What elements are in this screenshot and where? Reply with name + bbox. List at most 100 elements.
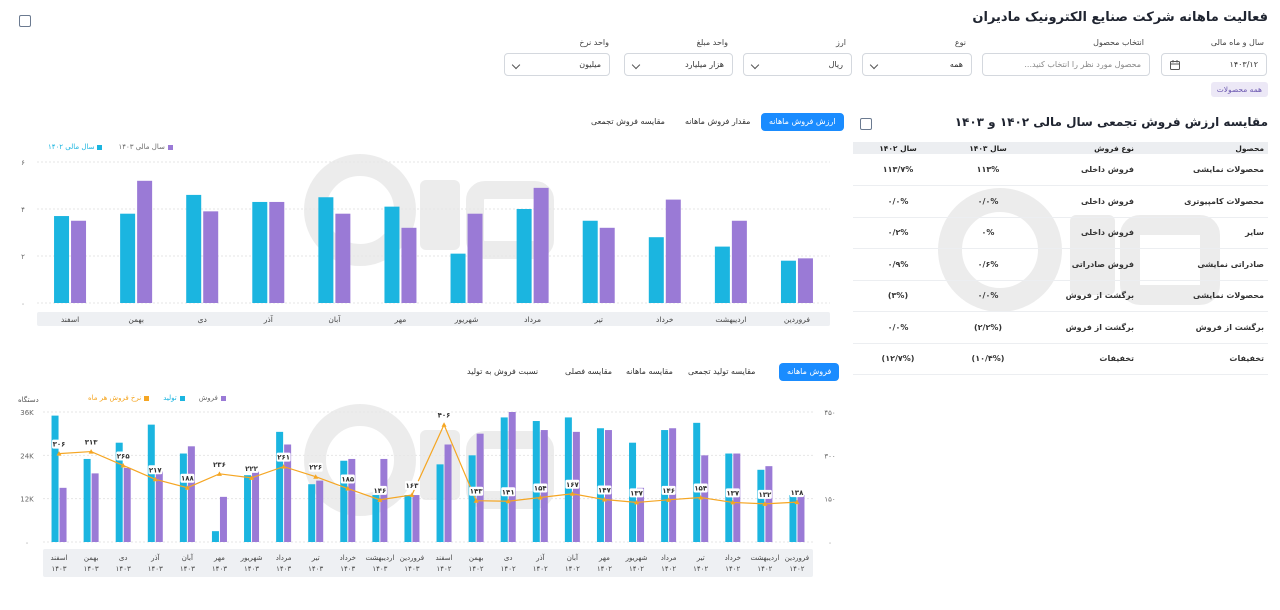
tab-cumulative-sales[interactable]: مقایسه فروش تجمعی	[591, 117, 665, 126]
x-tick-label-year: ۱۴۰۲	[629, 565, 644, 573]
x-tick-label-month: شهریور	[240, 554, 263, 562]
tab-monthly-sales-value[interactable]: ارزش فروش ماهانه	[761, 113, 844, 131]
type-select[interactable]: همه	[862, 53, 972, 76]
rate-point	[698, 495, 704, 500]
rate-label: ۱۸۵	[341, 476, 355, 484]
x-tick-label-year: ۱۴۰۲	[725, 565, 740, 573]
rate-label: ۲۳۶	[213, 461, 226, 469]
all-products-chip[interactable]: همه محصولات	[1210, 82, 1268, 97]
rate-label: ۱۳۲	[758, 491, 772, 499]
bar-1403	[137, 180, 153, 303]
x-tick-label-month: دی	[119, 554, 128, 562]
col-1403[interactable]: سال ۱۴۰۳	[943, 142, 1033, 154]
cell-product: سایر	[1138, 217, 1268, 249]
x-tick-label-month: خرداد	[340, 554, 356, 562]
col-product[interactable]: محصول	[1138, 142, 1268, 154]
monthly-sales-production-chart: ۰ 12K 24K 36K ۰ ۱۵۰ ۳۰۰ ۴۵۰ فروردین ۱۴۰۲ اردیبهشت ۱…	[20, 409, 836, 577]
bar-1402	[54, 216, 70, 303]
x-tick-label-month: شهریور	[625, 554, 648, 562]
legend-swatch-rate	[144, 395, 150, 401]
cell-1402: ۰/۲%	[853, 217, 943, 249]
bar-production	[757, 469, 765, 542]
bar-production	[308, 484, 316, 542]
x-tick-label-month: بهمن	[84, 554, 99, 562]
currency-select[interactable]: ریال	[743, 53, 852, 76]
export-icon[interactable]	[860, 118, 872, 130]
rate-label-bg	[84, 437, 99, 447]
bar-sales	[348, 458, 356, 542]
rate-label: ۳۱۳	[85, 439, 99, 447]
tab-monthly-comparison[interactable]: مقایسه ماهانه	[626, 367, 673, 376]
x-tick-label: شهریور	[454, 315, 478, 324]
tab-monthly-sales-quantity[interactable]: مقدار فروش ماهانه	[685, 117, 751, 126]
cell-1402: ۰/۹%	[853, 248, 943, 281]
chevron-down-icon	[750, 60, 760, 69]
legend-sales: فروش	[198, 394, 218, 402]
x-tick-label-month: مرداد	[276, 554, 292, 562]
cell-1402: (۱۲/۷%)	[853, 343, 943, 375]
tab-cumulative-production[interactable]: مقایسه تولید تجمعی	[688, 367, 756, 376]
tab-sales-to-production[interactable]: نسبت فروش به تولید	[467, 367, 539, 376]
x-tick-label-month: فروردین	[785, 554, 809, 562]
rate-point	[409, 492, 415, 497]
legend-swatch-production	[179, 395, 185, 401]
bar-sales	[316, 480, 324, 542]
rate-label: ۱۳۷	[630, 489, 644, 497]
rate-label: ۳۰۶	[53, 441, 66, 449]
y-left-tick-label: 12K	[20, 496, 34, 504]
rate-label: ۱۳۸	[791, 489, 805, 497]
bar-production	[211, 531, 219, 542]
x-tick-label-month: مرداد	[661, 554, 677, 562]
export-icon[interactable]	[19, 15, 31, 27]
rate-unit-select[interactable]: میلیون	[504, 53, 610, 76]
rate-point	[184, 485, 190, 490]
bar-1402	[648, 237, 664, 303]
product-label: انتخاب محصول	[1093, 38, 1144, 47]
cell-1402: ۰/۰%	[853, 185, 943, 218]
legend-swatch-1402	[97, 144, 103, 150]
rate-label-bg	[661, 485, 676, 495]
bar-1403	[203, 211, 219, 303]
chevron-down-icon	[869, 60, 879, 69]
x-tick-label-month: اردیبهشت	[365, 554, 394, 562]
x-tick-label-month: تیر	[696, 554, 705, 562]
x-tick-label-month: فروردین	[400, 554, 424, 562]
col-1402[interactable]: سال ۱۴۰۲	[853, 142, 943, 154]
rate-label-bg	[533, 483, 548, 493]
rate-label: ۱۳۷	[726, 489, 740, 497]
tab-monthly-sales[interactable]: فروش ماهانه	[779, 363, 840, 381]
tab-quarterly-comparison[interactable]: مقایسه فصلی	[565, 367, 613, 376]
product-select[interactable]: محصول مورد نظر را انتخاب کنید...	[982, 53, 1150, 76]
table-row: سایر فروش داخلی ۰% ۰/۲%	[853, 217, 1268, 249]
y-tick-label: ۶	[21, 159, 25, 167]
col-sale-type[interactable]: نوع فروش	[1033, 142, 1138, 154]
x-tick-label-month: اسفند	[50, 554, 67, 562]
amount-unit-select[interactable]: هزار میلیارد	[624, 53, 733, 76]
rate-label-bg	[308, 462, 323, 472]
rate-point	[569, 491, 575, 496]
year-month-field[interactable]: ۱۴۰۳/۱۲	[1161, 53, 1267, 76]
table-row: برگشت از فروش برگشت از فروش (۲/۲%) ۰/۰%	[853, 311, 1268, 344]
bar-production	[500, 417, 508, 542]
cell-1403: (۲/۲%)	[943, 311, 1033, 344]
top-chart-legend: سال مالی ۱۴۰۳ سال مالی ۱۴۰۲	[48, 143, 173, 151]
rate-point	[730, 499, 736, 505]
x-tick-label-year: ۱۴۰۲	[565, 565, 580, 573]
bar-1402	[318, 197, 334, 303]
table-row: تخفیفات تخفیفات (۱۰/۴%) (۱۲/۷%)	[853, 343, 1268, 375]
bar-1403	[335, 213, 351, 303]
rate-point	[152, 476, 158, 482]
x-tick-label-year: ۱۴۰۲	[661, 565, 676, 573]
rate-point	[120, 462, 126, 468]
rate-label: ۱۴۶	[662, 487, 675, 495]
y-right-tick-label: ۴۵۰	[824, 409, 835, 417]
cell-1403: ۰/۶%	[943, 248, 1033, 281]
x-tick-label-month: بهمن	[469, 554, 484, 562]
rate-point	[216, 471, 222, 476]
bar-production	[596, 428, 604, 542]
bar-1402	[384, 206, 400, 303]
y-right-tick-label: ۳۰۰	[824, 452, 835, 460]
x-tick-label-year: ۱۴۰۳	[52, 565, 67, 573]
rate-point	[473, 498, 479, 503]
cell-product: صادراتی نمایشی	[1138, 248, 1268, 281]
